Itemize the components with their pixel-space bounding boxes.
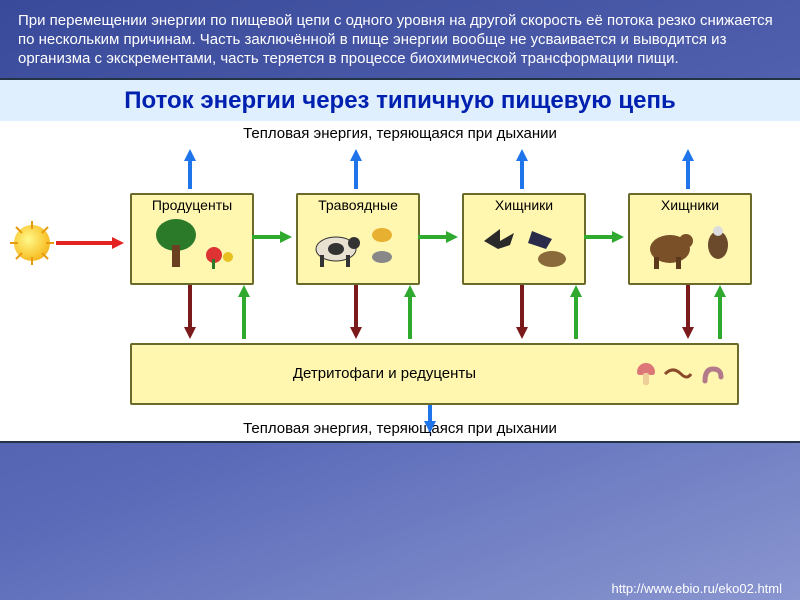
node-label: Травоядные bbox=[298, 195, 418, 213]
node-label: Хищники bbox=[464, 195, 584, 213]
diagram-container: Поток энергии через типичную пищевую цеп… bbox=[0, 78, 800, 442]
heat-label-bottom: Тепловая энергия, теряющаяся при дыхании bbox=[0, 420, 800, 437]
node-predators2: Хищники bbox=[628, 193, 752, 285]
node-label: Хищники bbox=[630, 195, 750, 213]
diagram-title: Поток энергии через типичную пищевую цеп… bbox=[0, 86, 800, 120]
intro-text: При перемещении энергии по пищевой цепи … bbox=[0, 0, 800, 78]
predators-icon bbox=[474, 215, 574, 271]
detritus-box: Детритофаги и редуценты bbox=[130, 343, 739, 405]
node-predators1: Хищники bbox=[462, 193, 586, 285]
decomposers-icon bbox=[637, 363, 737, 385]
node-herbivores: Травоядные bbox=[296, 193, 420, 285]
source-url: http://www.ebio.ru/eko02.html bbox=[611, 581, 782, 596]
herbivores-icon bbox=[308, 215, 408, 271]
diagram-canvas: Тепловая энергия, теряющаяся при дыхании… bbox=[0, 121, 800, 441]
node-label: Продуценты bbox=[132, 195, 252, 213]
sun-icon bbox=[14, 225, 50, 261]
heat-label-top: Тепловая энергия, теряющаяся при дыхании bbox=[0, 125, 800, 142]
detritus-label: Детритофаги и редуценты bbox=[132, 365, 637, 382]
plants-icon bbox=[142, 215, 242, 271]
node-producers: Продуценты bbox=[130, 193, 254, 285]
top-predators-icon bbox=[640, 215, 740, 271]
